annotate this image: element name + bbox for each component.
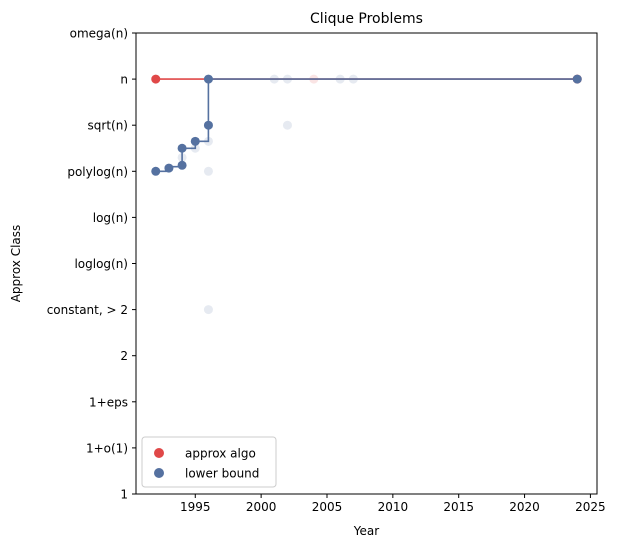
- frontier-lines: [155, 78, 578, 173]
- y-axis-label: Approx Class: [9, 225, 23, 303]
- y-tick-label-8: sqrt(n): [88, 119, 128, 133]
- x-axis: 1995 2000 2005 2010 2015 2020 2025: [180, 494, 606, 514]
- y-tick-label-0: 1: [120, 488, 128, 502]
- lower-bound-faded-point-4: [203, 305, 213, 315]
- lower-bound-point-7: [572, 74, 582, 84]
- legend-label-approx-algo: approx algo: [185, 447, 256, 461]
- y-tick-label-3: 2: [120, 349, 128, 363]
- x-tick-label-1995: 1995: [180, 500, 211, 514]
- y-tick-label-2: 1+eps: [89, 395, 128, 409]
- lower-bound-frontier-line: [155, 78, 578, 173]
- y-tick-label-5: loglog(n): [74, 257, 128, 271]
- lower-bound-point-5: [203, 120, 213, 130]
- legend: approx algo lower bound: [141, 436, 277, 488]
- y-tick-label-9: n: [120, 73, 128, 87]
- x-tick-label-2005: 2005: [312, 500, 343, 514]
- legend-marker-approx-algo: [154, 448, 164, 458]
- chart-title: Clique Problems: [310, 11, 423, 27]
- y-tick-label-7: polylog(n): [67, 165, 128, 179]
- legend-label-lower-bound: lower bound: [185, 467, 259, 481]
- lower-bound-point-0: [151, 166, 161, 176]
- lower-bound-point-2: [177, 160, 187, 170]
- x-tick-label-2010: 2010: [378, 500, 409, 514]
- legend-marker-lower-bound: [154, 468, 164, 478]
- y-tick-label-10: omega(n): [70, 27, 128, 41]
- x-tick-label-2025: 2025: [575, 500, 606, 514]
- x-axis-label: Year: [353, 524, 379, 538]
- lower-bound-point-1: [164, 163, 174, 173]
- approx-algo-point-0: [151, 74, 161, 84]
- lower-bound-point-6: [203, 74, 213, 84]
- x-tick-label-2020: 2020: [509, 500, 540, 514]
- y-tick-label-6: log(n): [93, 211, 128, 225]
- lower-bound-point-4: [190, 136, 200, 146]
- y-axis: 1 1+o(1) 1+eps 2 constant, > 2 loglog(n) log(n…: [47, 27, 136, 502]
- lower-bound-point-3: [177, 143, 187, 153]
- lower-bound-faded-point-7: [282, 120, 292, 130]
- x-tick-label-2000: 2000: [246, 500, 277, 514]
- lower-bound-faded-point-3: [203, 166, 213, 176]
- y-tick-label-1: 1+o(1): [86, 441, 128, 455]
- y-tick-label-4: constant, > 2: [47, 303, 128, 317]
- x-tick-label-2015: 2015: [443, 500, 474, 514]
- data-points: [151, 74, 582, 176]
- legend-box: [141, 436, 277, 488]
- faded-points: [177, 74, 358, 315]
- plot-frame: [135, 32, 598, 495]
- plot-area: [151, 74, 582, 315]
